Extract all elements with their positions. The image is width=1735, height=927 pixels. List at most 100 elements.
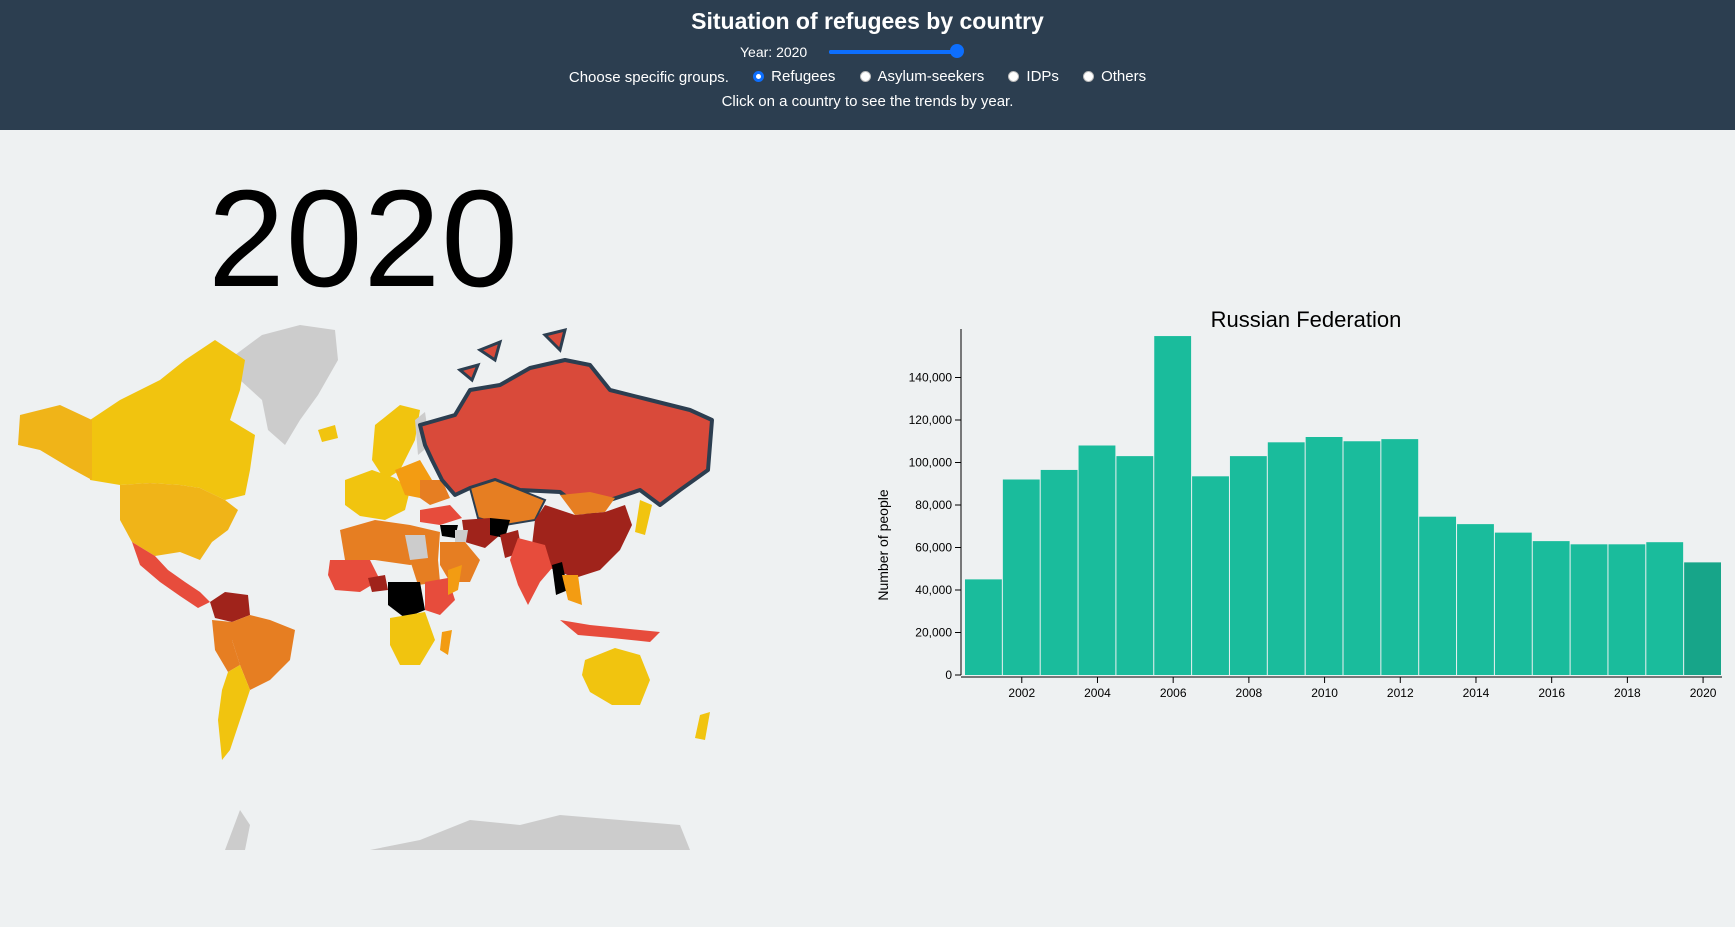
bar-2011[interactable] (1343, 441, 1381, 675)
country-antarctic-peninsula[interactable] (225, 810, 250, 850)
x-tick-label: 2008 (1236, 686, 1263, 700)
bar-2018[interactable] (1608, 544, 1646, 675)
world-map[interactable] (0, 320, 720, 850)
country-myanmar[interactable] (552, 562, 568, 595)
y-tick-label: 120,000 (909, 413, 953, 427)
country-venezuela[interactable] (210, 592, 250, 622)
x-tick-label: 2016 (1538, 686, 1565, 700)
radio-asylum-seekers[interactable]: Asylum-seekers (859, 68, 985, 85)
x-tick-label: 2002 (1008, 686, 1035, 700)
radio-button[interactable] (1083, 71, 1095, 82)
radio-button[interactable] (859, 71, 871, 82)
bar-2013[interactable] (1419, 516, 1457, 675)
bar-2017[interactable] (1570, 544, 1608, 675)
trend-chart: Russian Federation Number of people 0 20,… (875, 307, 1722, 700)
group-selector: Choose specific groups. Refugees Asylum-… (0, 68, 1735, 86)
country-australia[interactable] (582, 648, 650, 705)
radio-label: Asylum-seekers (877, 68, 985, 85)
country-russia[interactable] (418, 358, 714, 517)
country-russia-islands[interactable] (456, 327, 568, 383)
chart-title: Russian Federation (1211, 307, 1402, 332)
bar-2008[interactable] (1229, 456, 1267, 675)
radio-idps[interactable]: IDPs (1008, 68, 1059, 85)
country-peru[interactable] (212, 620, 240, 672)
country-iceland[interactable] (318, 425, 338, 442)
country-nigeria[interactable] (368, 575, 388, 592)
year-slider[interactable] (829, 44, 965, 60)
x-tick-label: 2014 (1463, 686, 1490, 700)
x-tick-label: 2012 (1387, 686, 1414, 700)
bar-2019[interactable] (1646, 542, 1684, 675)
country-mongolia[interactable] (560, 492, 615, 515)
country-central-africa[interactable] (388, 582, 425, 618)
instruction-text: Click on a country to see the trends by … (721, 93, 1014, 110)
bar-2015[interactable] (1494, 532, 1532, 675)
bar-2016[interactable] (1532, 541, 1570, 675)
bar-2009[interactable] (1267, 442, 1305, 675)
country-western-europe[interactable] (345, 470, 410, 520)
country-libya[interactable] (405, 535, 428, 560)
bar-2006[interactable] (1154, 336, 1192, 675)
radio-label: IDPs (1026, 68, 1059, 85)
country-southern-africa[interactable] (390, 612, 435, 665)
radio-button[interactable] (1008, 71, 1020, 82)
country-new-zealand[interactable] (695, 712, 710, 740)
x-axis: 2002 2004 2006 2008 2010 2012 2014 2016 2018 2020 (961, 676, 1722, 700)
x-tick-label: 2006 (1160, 686, 1187, 700)
y-tick-label: 0 (945, 668, 952, 682)
bar-2007[interactable] (1192, 476, 1229, 675)
country-usa-alaska[interactable] (18, 405, 92, 480)
country-scandinavia[interactable] (372, 405, 420, 480)
bar-2010[interactable] (1305, 437, 1343, 675)
slider-thumb[interactable] (950, 44, 965, 58)
country-somalia[interactable] (448, 565, 462, 595)
radio-refugees[interactable]: Refugees (753, 68, 835, 85)
y-tick-label: 140,000 (909, 371, 953, 385)
bar-2003[interactable] (1040, 469, 1078, 675)
country-syria[interactable] (440, 525, 458, 538)
slider-fill (829, 50, 958, 54)
country-greenland[interactable] (235, 325, 338, 445)
x-tick-label: 2004 (1084, 686, 1111, 700)
country-china[interactable] (532, 505, 632, 578)
bar-2002[interactable] (1002, 479, 1040, 676)
bar-2001[interactable] (965, 579, 1002, 675)
radio-others[interactable]: Others (1083, 68, 1146, 85)
country-east-africa[interactable] (425, 578, 455, 615)
y-tick-label: 40,000 (915, 583, 952, 597)
country-thailand[interactable] (562, 575, 582, 605)
bar-2005[interactable] (1116, 456, 1154, 675)
radio-label: Others (1101, 68, 1147, 85)
bar-2014[interactable] (1457, 524, 1494, 675)
header-bar: Situation of refugees by country Year: 2… (0, 0, 1735, 130)
country-india[interactable] (510, 538, 552, 605)
country-usa[interactable] (120, 483, 238, 560)
y-tick-label: 20,000 (915, 626, 952, 640)
country-japan[interactable] (635, 500, 652, 535)
year-label: Year: 2020 (740, 44, 808, 60)
radio-label: Refugees (771, 68, 836, 85)
country-indonesia[interactable] (560, 620, 660, 642)
country-sudan[interactable] (410, 560, 440, 585)
bar-2020[interactable] (1684, 562, 1721, 675)
x-tick-label: 2010 (1311, 686, 1338, 700)
country-west-africa[interactable] (328, 560, 380, 592)
map-year-display: 2020 (208, 162, 519, 316)
radio-button[interactable] (753, 71, 765, 82)
y-axis: 0 20,000 40,000 60,000 80,000 100,000 120,000 1… (909, 329, 962, 682)
bar-2012[interactable] (1381, 439, 1419, 675)
country-ukraine[interactable] (420, 480, 450, 505)
y-tick-label: 60,000 (915, 541, 952, 555)
country-iraq[interactable] (455, 530, 468, 542)
country-turkey[interactable] (420, 505, 462, 525)
y-axis-label: Number of people (875, 489, 891, 601)
country-canada[interactable] (90, 340, 255, 500)
country-antarctica[interactable] (370, 815, 690, 850)
y-tick-label: 80,000 (915, 498, 952, 512)
country-afghanistan[interactable] (490, 518, 510, 538)
country-madagascar[interactable] (440, 630, 452, 655)
country-mexico[interactable] (132, 542, 210, 608)
country-argentina[interactable] (218, 665, 250, 760)
bar-2004[interactable] (1078, 445, 1116, 676)
country-brazil[interactable] (232, 615, 295, 690)
